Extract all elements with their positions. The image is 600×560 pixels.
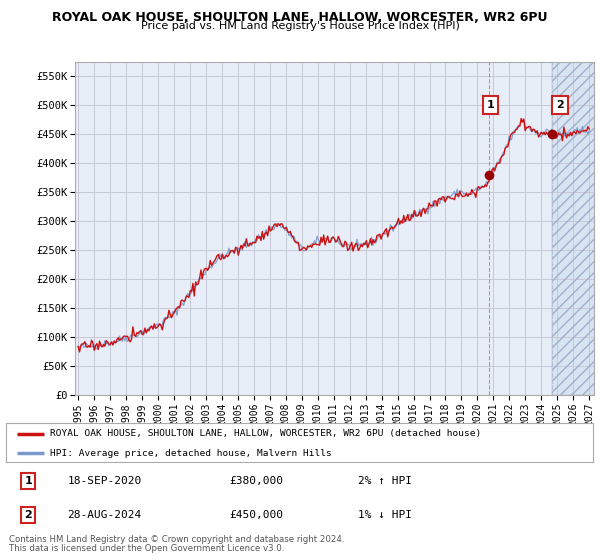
- Text: 2: 2: [556, 100, 564, 110]
- Text: This data is licensed under the Open Government Licence v3.0.: This data is licensed under the Open Gov…: [9, 544, 284, 553]
- Text: £380,000: £380,000: [229, 475, 283, 486]
- Text: 18-SEP-2020: 18-SEP-2020: [68, 475, 142, 486]
- Text: £450,000: £450,000: [229, 510, 283, 520]
- Text: Price paid vs. HM Land Registry's House Price Index (HPI): Price paid vs. HM Land Registry's House …: [140, 21, 460, 31]
- Text: 1% ↓ HPI: 1% ↓ HPI: [358, 510, 412, 520]
- Text: HPI: Average price, detached house, Malvern Hills: HPI: Average price, detached house, Malv…: [50, 449, 332, 458]
- Text: ROYAL OAK HOUSE, SHOULTON LANE, HALLOW, WORCESTER, WR2 6PU (detached house): ROYAL OAK HOUSE, SHOULTON LANE, HALLOW, …: [50, 430, 481, 438]
- Bar: [552, 62, 597, 395]
- Text: 2: 2: [25, 510, 32, 520]
- Text: ROYAL OAK HOUSE, SHOULTON LANE, HALLOW, WORCESTER, WR2 6PU: ROYAL OAK HOUSE, SHOULTON LANE, HALLOW, …: [52, 11, 548, 24]
- Text: 1: 1: [487, 100, 494, 110]
- Bar: [552, 62, 597, 395]
- Text: 28-AUG-2024: 28-AUG-2024: [68, 510, 142, 520]
- Text: 2% ↑ HPI: 2% ↑ HPI: [358, 475, 412, 486]
- Text: 1: 1: [25, 475, 32, 486]
- Text: Contains HM Land Registry data © Crown copyright and database right 2024.: Contains HM Land Registry data © Crown c…: [9, 535, 344, 544]
